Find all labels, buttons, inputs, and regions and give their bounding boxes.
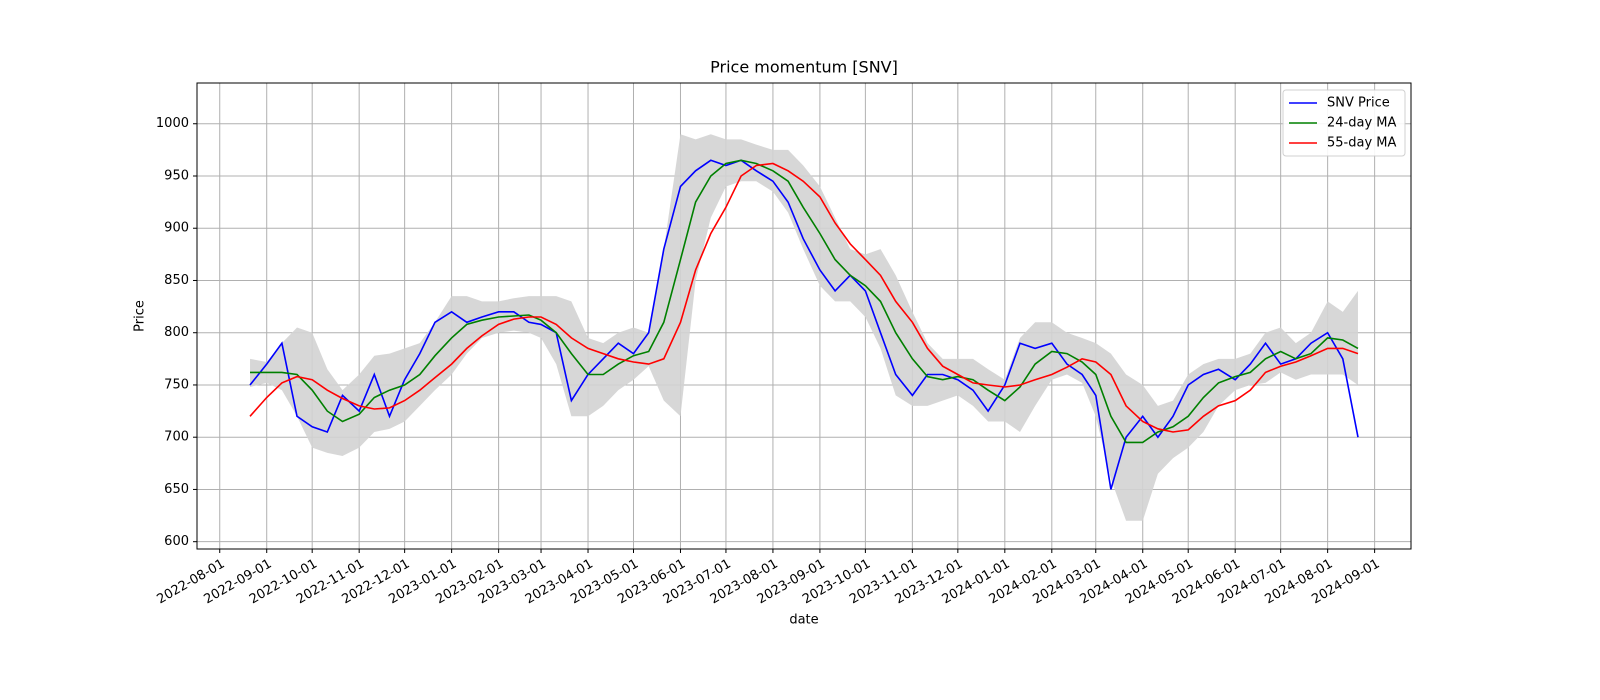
y-tick-label: 650 [164,482,189,497]
y-tick-label: 950 [164,168,189,183]
chart-title: Price momentum [SNV] [710,58,898,77]
y-tick-label: 700 [164,430,189,445]
y-tick-label: 1000 [156,116,189,131]
plot-frame [196,82,1412,550]
series-line [249,159,1359,490]
y-tick-label: 600 [164,534,189,549]
x-axis-label: date [789,613,818,628]
y-tick-label: 750 [164,377,189,392]
y-axis-label: Price [133,300,148,332]
y-tick-label: 850 [164,273,189,288]
legend-label: 24-day MA [1327,116,1396,131]
legend-box [1282,89,1406,157]
legend-label: SNV Price [1327,96,1390,111]
band [250,134,1358,521]
legend-label: 55-day MA [1327,136,1396,151]
y-tick-label: 800 [164,325,189,340]
series-line [250,159,1359,444]
series-line [249,162,1359,433]
y-tick-label: 900 [164,221,189,236]
